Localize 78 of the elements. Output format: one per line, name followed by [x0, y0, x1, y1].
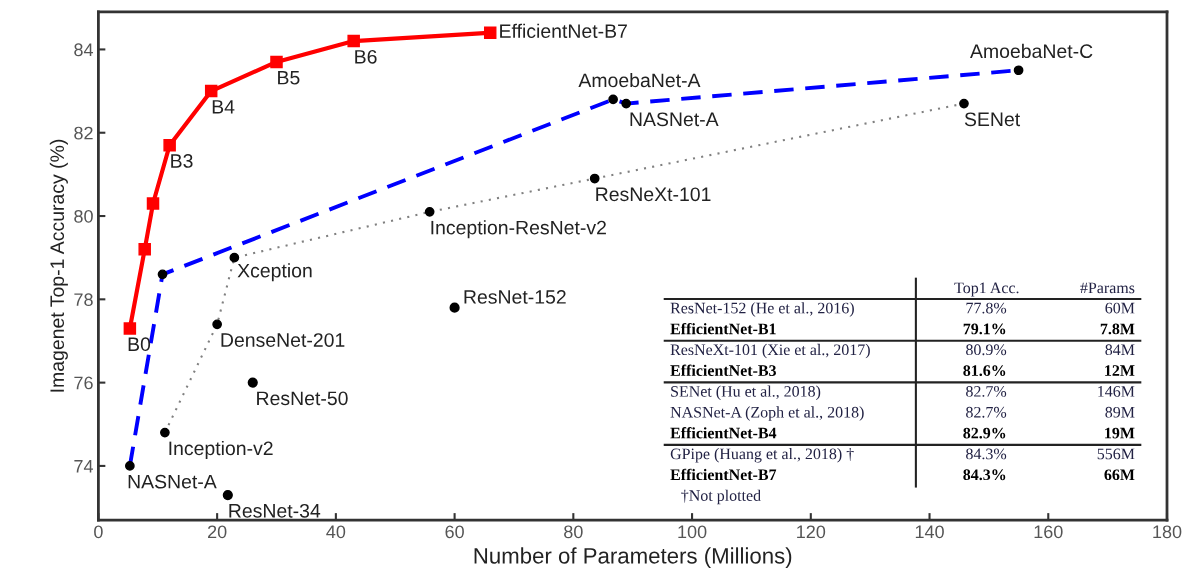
point	[123, 322, 137, 335]
point	[449, 302, 460, 313]
annotation: SENet (Hu et al., 2018)	[671, 385, 821, 401]
annotation: Inception-v2	[169, 440, 273, 460]
y-axis-title: Imagenet Top-1 Accuracy (%)	[49, 139, 68, 392]
annotation: NASNet-A	[630, 112, 719, 127]
annotation: 556M	[1097, 448, 1135, 460]
x-tick-label: 140	[915, 525, 944, 539]
annotation: NASNet-A	[128, 474, 217, 489]
annotation: EfficientNet-B4	[670, 427, 777, 439]
annotation: 82.7%	[966, 406, 1007, 418]
annotation: B4	[212, 100, 235, 114]
point	[146, 197, 160, 210]
annotation: ResNet-152 (He et al., 2016)	[670, 302, 854, 317]
y-tick-label: 78	[74, 293, 93, 307]
annotation: ResNeXt-101	[596, 187, 711, 202]
annotation: 84.3%	[966, 448, 1007, 460]
annotation: 19M	[1105, 427, 1135, 439]
annotation: DenseNet-201	[221, 333, 345, 347]
y-tick-label: 82	[74, 126, 93, 140]
annotation: 60M	[1105, 302, 1135, 314]
point	[247, 377, 258, 388]
point	[483, 26, 497, 40]
annotation: 146M	[1098, 386, 1135, 397]
annotation: 79.1%	[963, 323, 1006, 335]
x-tick-label: 60	[445, 525, 464, 539]
annotation: ResNeXt-101 (Xie et al., 2017)	[670, 343, 870, 359]
annotation: Xception	[237, 263, 312, 282]
annotation: EfficientNet-B3	[670, 364, 776, 376]
x-tick-label: 180	[1153, 525, 1182, 539]
annotation: 81.6%	[963, 365, 1006, 377]
y-tick-label: 74	[74, 460, 94, 473]
annotation: GPipe (Huang et al., 2018) †	[670, 448, 854, 463]
point	[222, 489, 233, 501]
y-tick-label: 76	[74, 376, 93, 390]
annotation: 7.8M	[1100, 323, 1135, 335]
annotation: EfficientNet-B7	[500, 23, 627, 38]
annotation: EfficientNet-B7	[670, 468, 777, 481]
annotation: SENet	[964, 112, 1021, 127]
point	[163, 138, 176, 152]
point	[138, 243, 151, 256]
annotation: ResNet-152	[464, 290, 566, 304]
annotation: NASNet-A (Zoph et al., 2018)	[670, 406, 864, 421]
annotation: 84.3%	[963, 469, 1006, 481]
annotation: 82.7%	[966, 386, 1007, 397]
annotation: 84M	[1105, 344, 1135, 356]
point	[204, 84, 218, 98]
annotation: B5	[278, 70, 300, 85]
annotation: 82.9%	[963, 427, 1006, 439]
annotation: B3	[171, 154, 193, 168]
x-tick-label: 120	[797, 525, 826, 539]
y-tick-label: 84	[74, 43, 94, 57]
annotation: 66M	[1104, 469, 1135, 481]
annotation: Top1 Acc.	[954, 282, 1019, 297]
x-tick-label: 80	[564, 525, 583, 539]
x-tick-label: 100	[678, 525, 707, 539]
x-tick-label: 40	[326, 525, 346, 539]
annotation: B6	[355, 49, 377, 64]
point	[347, 34, 360, 48]
annotation: 77.8%	[966, 302, 1007, 314]
annotation: †Not plotted	[681, 489, 761, 505]
x-tick-label: 20	[208, 525, 227, 539]
x-tick-label: 0	[94, 525, 103, 539]
annotation: AmoebaNet-C	[970, 43, 1093, 59]
annotation: 12M	[1105, 365, 1135, 376]
annotation: 89M	[1105, 406, 1135, 418]
annotation: ResNet-50	[257, 391, 348, 406]
x-tick-label: 160	[1034, 525, 1063, 539]
y-tick-label: 80	[74, 209, 93, 223]
point	[270, 55, 283, 69]
annotation: ResNet-34	[229, 503, 321, 518]
x-axis-title: Number of Parameters (Millions)	[474, 547, 792, 569]
annotation: EfficientNet-B1	[670, 322, 776, 335]
annotation: 80.9%	[966, 344, 1007, 356]
annotation: #Params	[1080, 282, 1135, 294]
annotation: Inception-ResNet-v2	[431, 220, 606, 239]
annotation: B0	[128, 337, 151, 352]
annotation: AmoebaNet-A	[578, 72, 701, 88]
